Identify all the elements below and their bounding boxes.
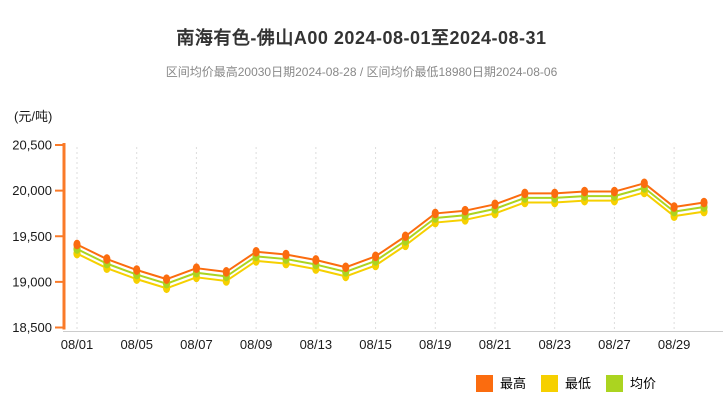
legend-label-avg: 均价 [630,376,657,391]
y-axis-label: 20,000 [12,183,52,198]
data-point-max[interactable] [162,274,171,284]
y-axis-label: 18,500 [12,320,52,335]
legend-item-min[interactable]: 最低 [541,375,591,392]
x-axis-label: 08/23 [538,337,571,352]
legend-item-max[interactable]: 最高 [476,375,526,392]
data-point-max[interactable] [222,267,230,277]
y-axis-label: 19,500 [12,229,52,244]
avg-series-swatch-icon [606,375,624,392]
data-point-max[interactable] [342,262,350,273]
x-axis-label: 08/27 [598,337,631,352]
max-series-swatch-icon [476,375,493,392]
data-point-max[interactable] [401,231,410,242]
x-axis-label: 08/19 [419,337,452,352]
min-series-swatch-icon [541,375,559,392]
data-point-max[interactable] [521,188,529,199]
x-axis-label: 08/05 [120,337,153,352]
y-axis-label: 19,000 [12,274,52,289]
data-point-max[interactable] [192,263,201,273]
data-point-max[interactable] [670,202,678,212]
series-line-avg [76,186,705,285]
data-point-max[interactable] [282,249,290,260]
data-point-max[interactable] [491,199,499,210]
data-point-max[interactable] [551,188,559,199]
data-point-max[interactable] [580,186,589,197]
x-axis-label: 08/21 [479,337,512,352]
data-point-max[interactable] [103,254,111,264]
data-point-max[interactable] [700,197,708,208]
series-line-min [76,191,705,290]
series-line-max [76,182,705,281]
data-point-max[interactable] [610,186,619,197]
legend-item-avg[interactable]: 均价 [606,375,656,392]
data-point-max[interactable] [431,208,439,219]
data-point-max[interactable] [312,255,320,265]
x-axis-label: 08/07 [180,337,213,352]
data-point-max[interactable] [640,178,648,189]
chart-subtitle: 区间均价最高20030日期2024-08-28 / 区间均价最低18980日期2… [165,65,558,79]
legend-label-max: 最高 [500,376,527,391]
data-point-max[interactable] [461,205,469,216]
data-point-max[interactable] [73,239,81,250]
y-axis-label: 20,500 [12,138,52,153]
data-point-max[interactable] [252,246,260,257]
legend-label-min: 最低 [565,376,592,391]
x-axis-label: 08/13 [300,337,333,352]
data-point-max[interactable] [133,265,141,275]
y-axis-unit-label: (元/吨) [14,109,52,124]
x-axis-label: 08/09 [240,337,273,352]
chart-title: 南海有色-佛山A00 2024-08-01至2024-08-31 [176,28,547,48]
data-point-max[interactable] [371,251,380,262]
chart-legend: 最高 最低 均价 [476,375,656,392]
x-axis-label: 08/29 [658,337,691,352]
x-axis-label: 08/15 [359,337,392,352]
x-axis-label: 08/01 [61,337,94,352]
